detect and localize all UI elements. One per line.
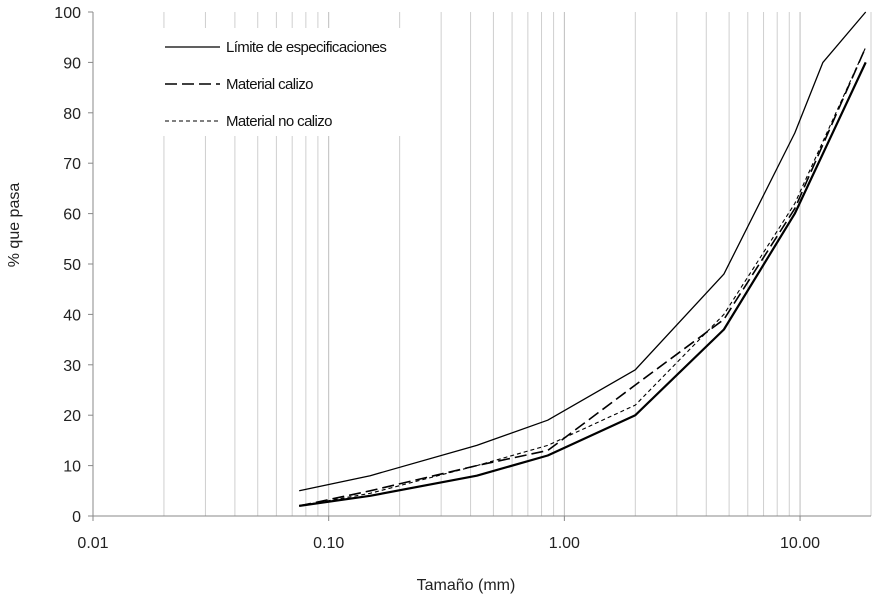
y-tick-label: 100 (54, 5, 81, 22)
series-line-1 (299, 61, 867, 507)
y-tick-label: 90 (63, 55, 81, 72)
y-tick-label: 60 (63, 207, 81, 224)
legend: Límite de especificaciones Material caliz… (150, 28, 440, 136)
y-tick-label: 0 (72, 509, 81, 526)
legend-label: Material no calizo (226, 113, 332, 130)
x-tick-label: 10.00 (780, 535, 820, 552)
y-tick-label: 40 (63, 307, 81, 324)
x-tick-label: 1.00 (549, 535, 580, 552)
legend-label: Límite de especificaciones (226, 39, 386, 56)
data-series (299, 11, 867, 507)
y-tick-label: 80 (63, 106, 81, 123)
x-axis-title: Tamaño (mm) (417, 577, 516, 594)
series-line-3 (299, 47, 867, 507)
y-tick-label: 70 (63, 156, 81, 173)
y-axis-title: % que pasa (6, 183, 23, 268)
axes (88, 11, 871, 521)
series-line-0 (299, 11, 867, 492)
y-tick-label: 10 (63, 459, 81, 476)
x-tick-label: 0.01 (77, 535, 108, 552)
series-line-2 (299, 46, 867, 507)
y-tick-label: 30 (63, 358, 81, 375)
legend-label: Material calizo (226, 76, 313, 93)
tick-labels: 0 10 20 30 40 50 60 70 80 90 100 0.01 0.10 1.00 10.00 (54, 5, 820, 552)
legend-background (150, 28, 440, 136)
y-tick-label: 20 (63, 408, 81, 425)
y-tick-label: 50 (63, 257, 81, 274)
x-tick-label: 0.10 (313, 535, 344, 552)
